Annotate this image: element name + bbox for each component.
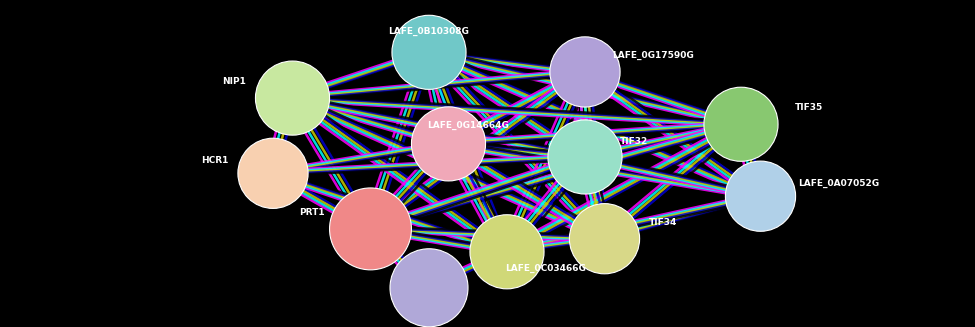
Ellipse shape	[390, 249, 468, 327]
Text: LAFE_0C03466G: LAFE_0C03466G	[506, 264, 586, 273]
Ellipse shape	[330, 188, 411, 270]
Text: LAFE_0B10308G: LAFE_0B10308G	[389, 26, 469, 36]
Text: HCR1: HCR1	[201, 156, 228, 165]
Ellipse shape	[470, 215, 544, 289]
Text: LAFE_0A07052G: LAFE_0A07052G	[798, 179, 879, 188]
Ellipse shape	[255, 61, 330, 135]
Text: NIP1: NIP1	[222, 77, 246, 86]
Text: LAFE_0G17590G: LAFE_0G17590G	[612, 51, 694, 60]
Text: PRT1: PRT1	[299, 208, 325, 217]
Ellipse shape	[238, 138, 308, 208]
Ellipse shape	[704, 87, 778, 161]
Ellipse shape	[550, 37, 620, 107]
Ellipse shape	[548, 120, 622, 194]
Text: TIF34: TIF34	[648, 218, 678, 227]
Ellipse shape	[569, 204, 640, 274]
Text: TIF32: TIF32	[620, 137, 647, 146]
Text: TIF35: TIF35	[796, 103, 823, 112]
Text: LAFE_0G14664G: LAFE_0G14664G	[427, 121, 509, 130]
Ellipse shape	[392, 15, 466, 89]
Ellipse shape	[411, 107, 486, 181]
Ellipse shape	[725, 161, 796, 231]
